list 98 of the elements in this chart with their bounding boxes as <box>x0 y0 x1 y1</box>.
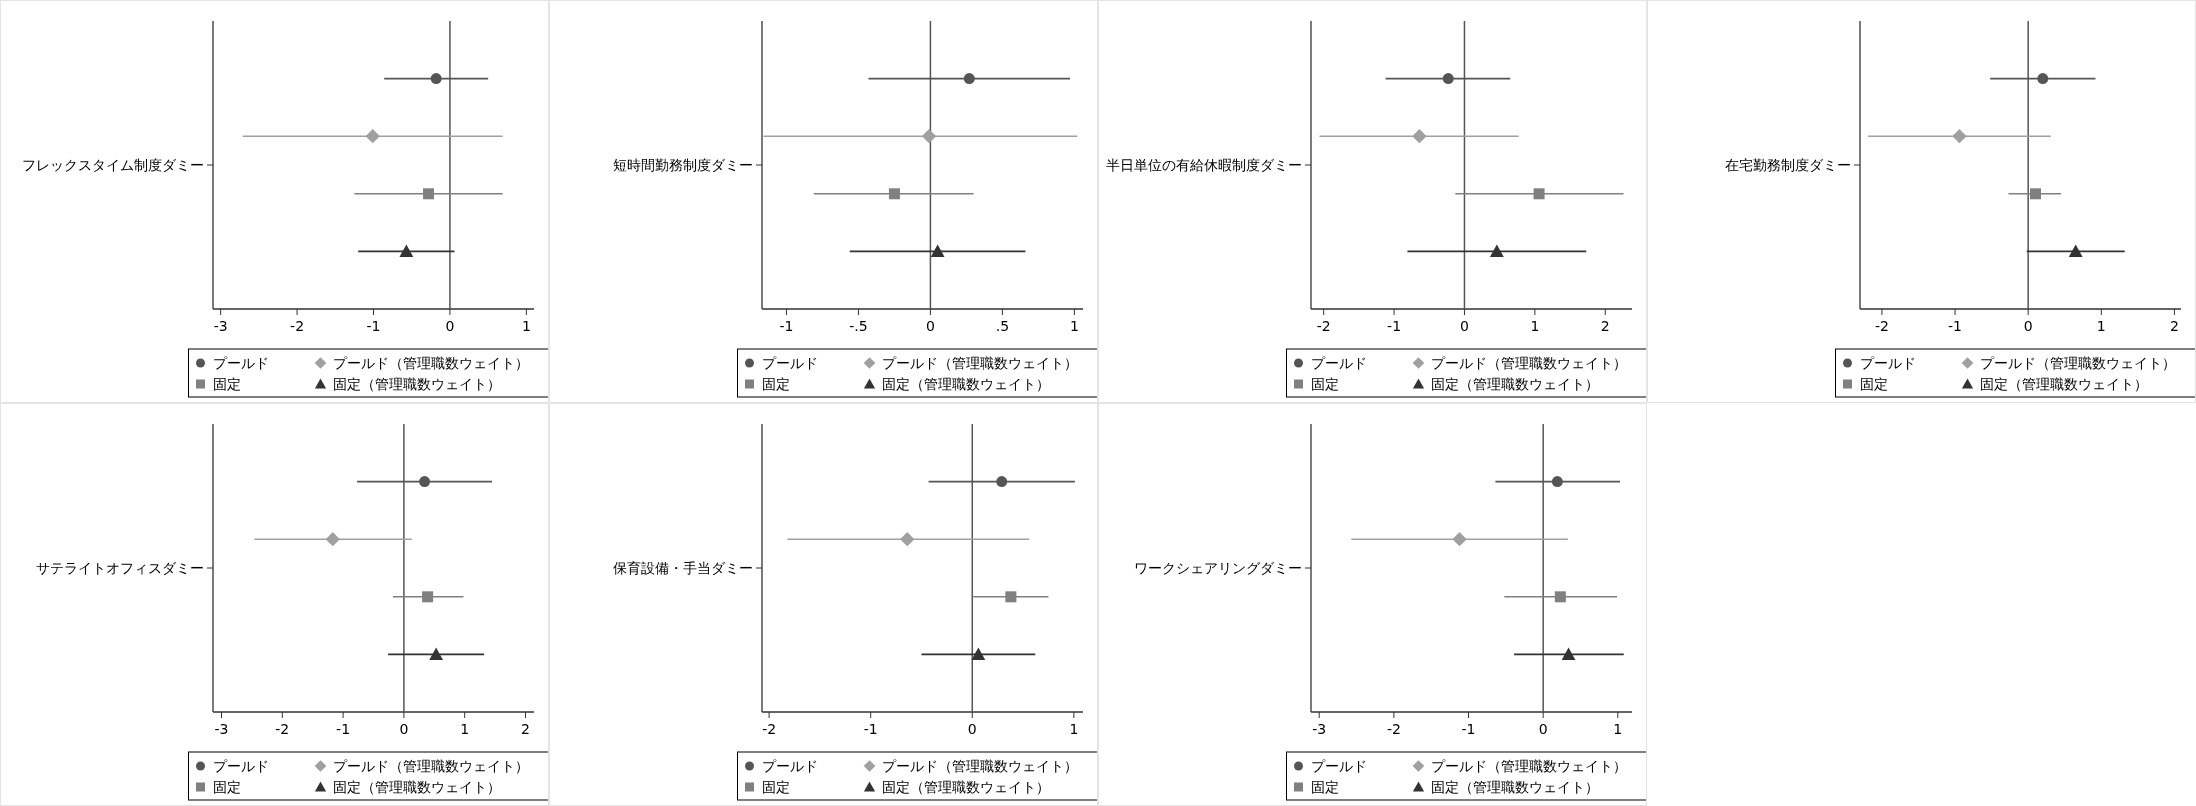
point <box>429 647 443 660</box>
x-tick-label: -1 <box>1948 318 1963 334</box>
x-tick-label: -2 <box>1874 318 1889 334</box>
legend-label: プールド <box>1310 355 1367 371</box>
point <box>963 73 975 85</box>
point <box>422 591 434 603</box>
y-axis-title: 保育設備・手当ダミー <box>613 560 753 576</box>
point <box>325 532 340 547</box>
point <box>419 476 431 488</box>
legend-label: 固定（管理職数ウェイト） <box>881 376 1050 392</box>
point <box>2037 73 2049 85</box>
x-tick-label: -1 <box>366 318 381 334</box>
x-tick-label: -1 <box>1461 721 1476 737</box>
y-axis-title: フレックスタイム制度ダミー <box>22 157 204 173</box>
legend-label: 固定 <box>1310 376 1339 392</box>
legend-label: プールド（管理職数ウェイト） <box>332 758 529 774</box>
x-tick-label: -3 <box>1312 721 1327 737</box>
legend-label: 固定 <box>212 376 241 392</box>
legend-label: プールド（管理職数ウェイト） <box>1430 758 1627 774</box>
y-axis-title: ワークシェアリングダミー <box>1134 560 1302 576</box>
point <box>921 129 937 144</box>
x-tick-label: -1 <box>779 318 794 334</box>
legend-label: プールド <box>212 355 269 371</box>
x-tick-label: 2 <box>2169 318 2179 334</box>
x-tick-label: -2 <box>1316 318 1331 334</box>
legend-label: 固定 <box>761 376 790 392</box>
legend-label: プールド <box>212 758 269 774</box>
x-tick-label: -2 <box>275 721 290 737</box>
x-tick-label: -2 <box>290 318 305 334</box>
point <box>1442 73 1454 85</box>
x-tick-label: 0 <box>445 318 455 334</box>
x-tick-label: 0 <box>1538 721 1548 737</box>
point <box>1412 129 1427 144</box>
x-tick-label: 1 <box>460 721 470 737</box>
legend-label: 固定（管理職数ウェイト） <box>332 376 501 392</box>
point <box>430 73 442 85</box>
x-tick-label: 1 <box>1069 721 1079 737</box>
point <box>930 244 945 257</box>
point <box>1452 532 1467 547</box>
y-axis-title: 半日単位の有給休暇制度ダミー <box>1106 157 1302 173</box>
x-tick-label: 1 <box>1613 721 1623 737</box>
legend-label: プールド <box>1859 355 1916 371</box>
legend-label: 固定（管理職数ウェイト） <box>1430 779 1599 795</box>
point <box>2068 244 2083 257</box>
x-tick-label: .5 <box>995 318 1010 334</box>
point <box>1554 591 1566 603</box>
legend-label: プールド（管理職数ウェイト） <box>1430 355 1627 371</box>
x-tick-label: 2 <box>521 721 530 737</box>
x-tick-label: -1 <box>336 721 351 737</box>
point <box>888 188 900 200</box>
legend-label: 固定（管理職数ウェイト） <box>1430 376 1599 392</box>
x-tick-label: -3 <box>214 721 229 737</box>
point <box>365 129 380 144</box>
x-tick-label: -3 <box>213 318 228 334</box>
point <box>900 532 915 547</box>
x-tick-label: 0 <box>2023 318 2033 334</box>
y-axis-title: 在宅勤務制度ダミー <box>1725 157 1851 173</box>
x-tick-label: 0 <box>925 318 935 334</box>
y-axis-title: サテライトオフィスダミー <box>36 560 204 576</box>
x-tick-label: 0 <box>399 721 409 737</box>
legend-label: 固定（管理職数ウェイト） <box>1979 376 2148 392</box>
point <box>996 476 1008 488</box>
x-tick-label: -2 <box>1386 721 1401 737</box>
x-tick-label: 2 <box>1600 318 1610 334</box>
x-tick-label: 1 <box>2096 318 2106 334</box>
x-tick-label: -2 <box>762 721 777 737</box>
legend-label: プールド（管理職数ウェイト） <box>881 758 1078 774</box>
x-tick-label: 1 <box>1530 318 1540 334</box>
legend-label: 固定（管理職数ウェイト） <box>332 779 501 795</box>
legend-label: プールド（管理職数ウェイト） <box>1979 355 2176 371</box>
point <box>1952 129 1967 144</box>
x-tick-label: -1 <box>863 721 878 737</box>
legend-label: プールド <box>761 355 818 371</box>
x-tick-label: -.5 <box>849 318 868 334</box>
legend-label: 固定（管理職数ウェイト） <box>881 779 1050 795</box>
legend-label: プールド（管理職数ウェイト） <box>881 355 1078 371</box>
legend-label: 固定 <box>761 779 790 795</box>
point <box>1005 591 1017 603</box>
legend-label: プールド <box>1310 758 1367 774</box>
point <box>423 188 435 200</box>
point <box>1489 244 1504 257</box>
point <box>1561 647 1576 660</box>
x-tick-label: -1 <box>1387 318 1402 334</box>
point <box>1551 476 1563 488</box>
y-axis-title: 短時間勤務制度ダミー <box>613 157 753 173</box>
point <box>1533 188 1545 200</box>
x-tick-label: 0 <box>967 721 977 737</box>
x-tick-label: 0 <box>1460 318 1469 334</box>
legend-label: 固定 <box>1310 779 1339 795</box>
x-tick-label: 1 <box>1069 318 1079 334</box>
x-tick-label: 1 <box>521 318 531 334</box>
legend-label: 固定 <box>212 779 241 795</box>
point <box>971 647 986 660</box>
legend-label: 固定 <box>1859 376 1888 392</box>
legend-label: プールド <box>761 758 818 774</box>
point <box>399 244 414 257</box>
point <box>2029 188 2041 200</box>
legend-label: プールド（管理職数ウェイト） <box>332 355 529 371</box>
